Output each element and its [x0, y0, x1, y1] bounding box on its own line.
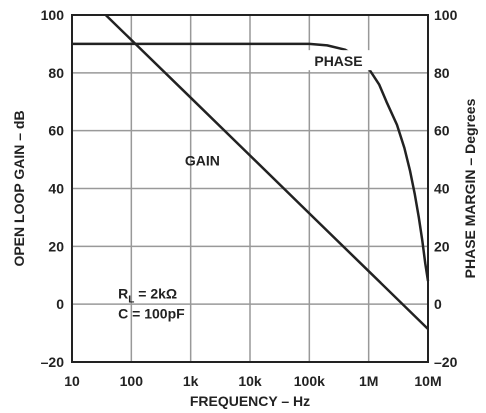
phase-label-bg — [302, 50, 375, 71]
annotation-label: PHASE — [314, 53, 362, 69]
annotation-label: GAIN — [185, 152, 220, 168]
y2-tick-label: –20 — [434, 354, 458, 370]
y2-axis-label: PHASE MARGIN – Degrees — [462, 98, 478, 278]
y2-tick-label: 80 — [434, 65, 450, 81]
y-axis-label: OPEN LOOP GAIN – dB — [11, 110, 27, 266]
annotation-label: RL = 2kΩ — [118, 285, 177, 305]
x-tick-label: 10k — [238, 373, 262, 389]
y-tick-label: –20 — [41, 354, 65, 370]
y-tick-label: 20 — [48, 238, 64, 254]
y-tick-labels: –20 0 20 40 60 80 100 — [41, 7, 65, 370]
x-tick-label: 100 — [120, 373, 144, 389]
y-tick-label: 60 — [48, 123, 64, 139]
y2-tick-label: 60 — [434, 123, 450, 139]
y-tick-label: 100 — [41, 7, 65, 23]
y2-tick-label: 20 — [434, 238, 450, 254]
series-layer — [72, 14, 430, 330]
series-line-phase — [72, 42, 430, 282]
x-tick-label: 1k — [183, 373, 199, 389]
x-tick-label: 10M — [414, 373, 441, 389]
y-tick-label: 0 — [56, 296, 64, 312]
y2-tick-label: 100 — [434, 7, 458, 23]
y-tick-label: 40 — [48, 181, 64, 197]
series-line-gain — [104, 14, 429, 330]
annotation-label: C = 100pF — [118, 306, 185, 322]
x-axis-label: FREQUENCY – Hz — [190, 393, 310, 409]
y2-tick-label: 0 — [434, 296, 442, 312]
plot-frame — [71, 14, 429, 363]
x-tick-label: 10 — [64, 373, 80, 389]
x-tick-labels: 10 100 1k 10k 100k 1M 10M — [64, 373, 441, 389]
x-tick-label: 100k — [294, 373, 325, 389]
grid-lines — [72, 15, 428, 362]
x-tick-label: 1M — [359, 373, 378, 389]
y2-tick-label: 40 — [434, 181, 450, 197]
y2-tick-labels: –20 0 20 40 60 80 100 — [434, 7, 458, 370]
y-tick-label: 80 — [48, 65, 64, 81]
